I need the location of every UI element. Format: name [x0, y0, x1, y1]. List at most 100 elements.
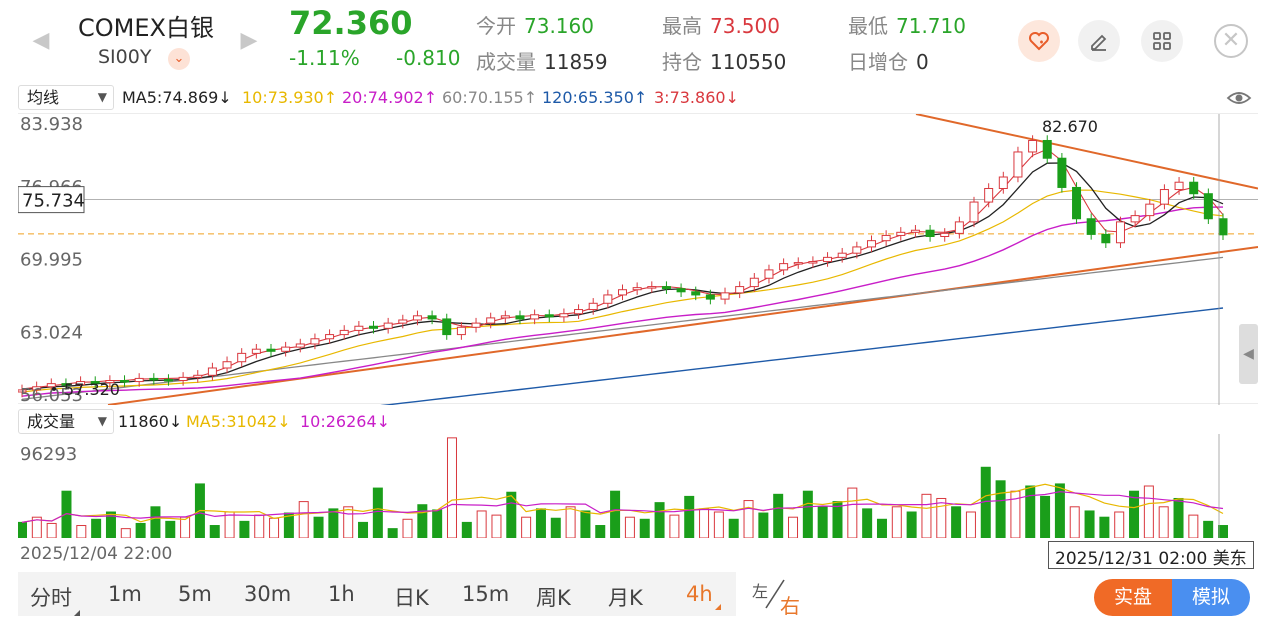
candle-body — [383, 322, 393, 329]
candle-body — [427, 315, 437, 320]
volume-bar — [876, 518, 887, 539]
candle-body — [46, 383, 56, 388]
candle-body — [588, 302, 598, 311]
tf-1m[interactable]: 1m — [108, 582, 142, 606]
candle-body — [339, 329, 349, 336]
candle-body — [281, 346, 291, 352]
tf-4h[interactable]: 4h — [686, 582, 721, 610]
tf-1h[interactable]: 1h — [328, 582, 355, 606]
collapse-panel-handle[interactable]: ◀ — [1239, 324, 1258, 384]
candle-body — [969, 201, 979, 223]
volume-bar — [773, 493, 784, 539]
candle-body — [910, 229, 920, 233]
candle-body — [808, 261, 818, 264]
chevron-down-icon: ▼ — [97, 414, 107, 428]
volume-bar — [254, 514, 265, 539]
simulated-trade-button[interactable]: 模拟 — [1172, 579, 1250, 616]
candle-body — [618, 289, 627, 296]
volume-bar — [461, 521, 472, 539]
candle-body — [881, 234, 891, 242]
tf-30m[interactable]: 30m — [244, 582, 292, 606]
volume-bar — [906, 511, 917, 539]
volume-bar — [313, 516, 324, 539]
ma5-line — [21, 162, 1224, 391]
volume-bar — [76, 525, 87, 539]
candle-body — [120, 380, 130, 383]
candle-body — [866, 240, 876, 248]
lower-trendline — [107, 245, 1259, 406]
volume-bar — [491, 514, 502, 539]
tf-monthly[interactable]: 月K — [608, 586, 643, 610]
volume-bar — [91, 518, 102, 539]
tf-5m[interactable]: 5m — [178, 582, 212, 606]
volume-bar — [862, 508, 873, 539]
volume-bar — [269, 517, 280, 539]
next-symbol-arrow-icon[interactable]: ▶ — [240, 28, 258, 53]
volume-ma5-label: MA5:31042↓ — [186, 412, 291, 431]
volume-bar — [788, 516, 799, 539]
volume-svg: 96293 — [17, 434, 1228, 539]
candle-body — [1189, 181, 1199, 195]
volume-bar — [135, 522, 146, 539]
candle-body — [749, 277, 759, 288]
candle-body — [896, 231, 906, 236]
symbol-code[interactable]: SI00Y — [98, 46, 152, 68]
candle-body — [442, 318, 452, 336]
candle-body — [940, 232, 950, 237]
favorite-heart-icon[interactable] — [1018, 20, 1060, 62]
indicator-select[interactable]: 均线 ▼ — [18, 85, 114, 110]
volume-bar — [728, 518, 739, 539]
real-trade-button[interactable]: 实盘 — [1094, 579, 1172, 616]
ma10-label: 10:73.930↑ — [242, 88, 338, 107]
volume-indicator-bar: 成交量 ▼ 11860↓ MA5:31042↓ 10:26264↓ — [18, 408, 1258, 434]
volume-bar — [1114, 511, 1125, 539]
volume-indicator-select[interactable]: 成交量 ▼ — [18, 409, 114, 434]
tf-daily[interactable]: 日K — [394, 586, 429, 610]
volume-bar — [921, 493, 932, 539]
volume-bar — [1203, 520, 1214, 539]
tf-fenshi[interactable]: 分时 — [30, 582, 80, 616]
candle-body — [544, 314, 554, 318]
volume-bar — [1025, 485, 1036, 539]
volume-axis-label: 96293 — [20, 444, 77, 465]
volume-bar — [120, 528, 131, 539]
candle-body — [1013, 151, 1023, 178]
symbol-name: COMEX白银 — [78, 14, 214, 42]
volume-chart[interactable]: 96293 — [17, 434, 1258, 539]
tf-weekly[interactable]: 周K — [536, 586, 571, 610]
volume-bar — [402, 518, 413, 539]
candle-body — [178, 376, 188, 382]
volume-bar — [802, 490, 813, 539]
candle-body — [954, 221, 964, 234]
close-icon[interactable]: ✕ — [1214, 24, 1248, 58]
ma120-line — [21, 307, 1224, 448]
grid-menu-icon[interactable] — [1141, 20, 1183, 62]
stat-daily-oi-change: 日增仓 0 — [848, 50, 929, 74]
ma-indicator-bar: 均线 ▼ MA5:74.869↓ 10:73.930↑ 20:74.902↑ 60… — [18, 84, 1258, 112]
candle-body — [837, 252, 847, 258]
candle-body — [574, 309, 584, 315]
low-marker-dot — [52, 386, 56, 391]
ma3-line — [21, 148, 1224, 390]
left-right-axis-toggle[interactable]: 左 右 — [736, 572, 814, 618]
volume-bar — [328, 508, 339, 539]
volume-bar — [743, 500, 754, 539]
candlestick-chart[interactable]: 83.93876.96669.99563.02456.05375.73482.6… — [17, 113, 1259, 448]
right-axis-label: 右 — [780, 594, 800, 618]
volume-bar — [684, 495, 695, 539]
prev-symbol-arrow-icon[interactable]: ◀ — [32, 28, 50, 53]
volume-bar — [951, 506, 962, 539]
chevron-down-icon[interactable]: ⌄ — [168, 48, 190, 70]
volume-bar — [1173, 497, 1184, 539]
absolute-change: -0.810 — [396, 46, 461, 70]
eye-icon[interactable] — [1226, 88, 1252, 108]
candle-body — [691, 291, 701, 296]
stat-volume: 成交量 11859 — [476, 50, 608, 74]
tf-15m[interactable]: 15m — [462, 582, 510, 606]
trade-mode-toggle[interactable]: 实盘 模拟 — [1094, 579, 1250, 616]
volume-bar — [1084, 510, 1095, 539]
volume-bar — [432, 509, 443, 539]
draw-pencil-icon[interactable] — [1078, 20, 1120, 62]
stat-open: 今开 73.160 — [476, 14, 594, 38]
volume-current-label: 11860↓ — [118, 412, 183, 431]
